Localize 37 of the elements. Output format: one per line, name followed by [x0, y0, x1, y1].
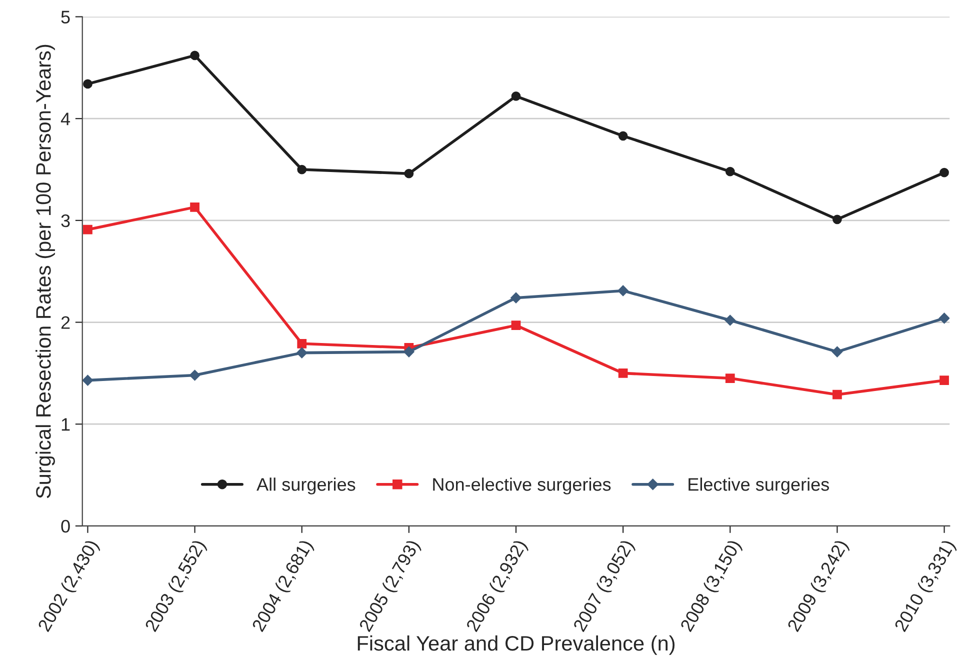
point [940, 168, 949, 178]
point [297, 338, 307, 348]
point [832, 390, 842, 400]
point [832, 214, 842, 224]
point [510, 292, 522, 304]
point [83, 79, 92, 89]
y-tick-label: 4 [60, 112, 70, 126]
point [83, 224, 92, 234]
point [511, 320, 521, 330]
point [404, 168, 414, 178]
y-tick-label: 5 [61, 10, 70, 24]
point [618, 131, 628, 141]
point [940, 376, 949, 386]
point [190, 50, 200, 60]
point [511, 92, 521, 101]
point [403, 346, 414, 358]
point [725, 374, 735, 383]
point [297, 164, 307, 174]
point [724, 314, 736, 326]
point [189, 370, 200, 381]
point [725, 166, 735, 176]
point [938, 312, 950, 324]
point [832, 346, 843, 358]
x-axis-title: Fiscal Year and CD Prevalence (n) [358, 635, 675, 655]
y-axis-title: Surgical Resection Rates (per 100 Person-Years) [36, 44, 55, 498]
legend-label: Non-elective surgeries [433, 478, 611, 494]
point [618, 285, 628, 296]
point [82, 374, 94, 386]
y-tick-label: 2 [61, 316, 70, 329]
point [190, 202, 200, 212]
y-tick-label: 3 [61, 214, 70, 228]
y-tick-label: 0 [61, 520, 70, 533]
legend-label: All surgeries [256, 478, 356, 494]
point [296, 347, 308, 358]
point [618, 368, 628, 378]
legend-label: Elective surgeries [688, 478, 829, 494]
y-tick-label: 1 [62, 418, 70, 431]
